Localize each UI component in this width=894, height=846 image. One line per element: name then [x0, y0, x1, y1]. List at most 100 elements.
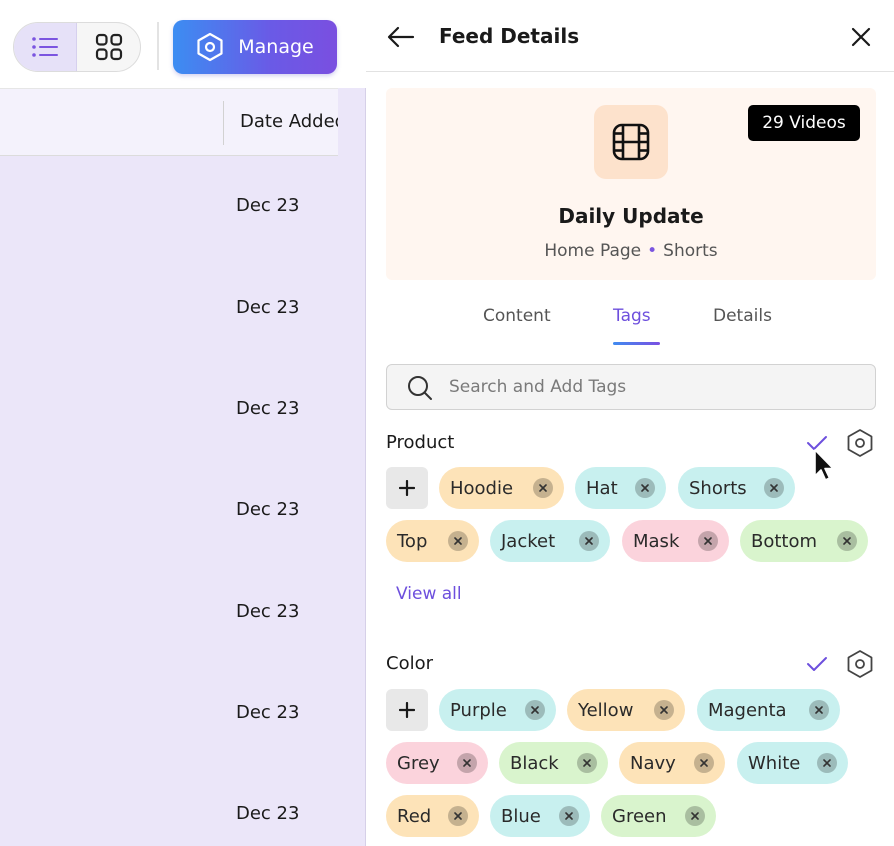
- table-row-date: Dec 23: [236, 195, 300, 216]
- tag-chip[interactable]: Hat: [575, 467, 666, 509]
- tag-label: Shorts: [689, 477, 747, 499]
- remove-tag-icon[interactable]: [457, 753, 477, 773]
- tag-chip[interactable]: Purple: [439, 689, 556, 731]
- tag-chip[interactable]: White: [737, 742, 848, 784]
- tag-label: Blue: [501, 805, 541, 827]
- film-icon: [612, 123, 650, 161]
- remove-tag-icon[interactable]: [533, 478, 553, 498]
- tag-chip[interactable]: Red: [386, 795, 479, 837]
- plus-icon: [399, 480, 415, 496]
- grid-icon: [95, 33, 122, 61]
- remove-tag-icon[interactable]: [764, 478, 784, 498]
- plus-icon: [399, 702, 415, 718]
- tag-label: Red: [397, 805, 432, 827]
- tag-search: [386, 364, 876, 410]
- tag-label: Magenta: [708, 699, 787, 721]
- remove-tag-icon[interactable]: [448, 806, 468, 826]
- check-icon[interactable]: [806, 655, 828, 673]
- back-button[interactable]: [386, 22, 416, 52]
- remove-tag-icon[interactable]: [448, 531, 468, 551]
- column-separator: [223, 101, 224, 145]
- toolbar-divider: [157, 22, 159, 70]
- tag-label: Navy: [630, 752, 676, 774]
- tag-chip[interactable]: Jacket: [490, 520, 610, 562]
- tag-chip[interactable]: Grey: [386, 742, 488, 784]
- remove-tag-icon[interactable]: [635, 478, 655, 498]
- tag-chip[interactable]: Shorts: [678, 467, 795, 509]
- tag-chip[interactable]: Mask: [622, 520, 729, 562]
- tab-content[interactable]: Content: [483, 306, 551, 326]
- remove-tag-icon[interactable]: [559, 806, 579, 826]
- tab-details[interactable]: Details: [713, 306, 772, 326]
- tag-label: Hat: [586, 477, 618, 499]
- table-row-date: Dec 23: [236, 297, 300, 318]
- tag-label: Black: [510, 752, 559, 774]
- tag-label: Mask: [633, 530, 680, 552]
- add-tag-button[interactable]: [386, 689, 428, 731]
- close-icon: [851, 27, 871, 47]
- tag-label: Top: [397, 530, 428, 552]
- meta-separator: •: [647, 241, 658, 261]
- remove-tag-icon[interactable]: [525, 700, 545, 720]
- table-row-date: Dec 23: [236, 398, 300, 419]
- feed-icon-container: [594, 105, 668, 179]
- tag-chip[interactable]: Green: [601, 795, 716, 837]
- remove-tag-icon[interactable]: [694, 753, 714, 773]
- video-count-badge: 29 Videos: [748, 105, 860, 141]
- remove-tag-icon[interactable]: [837, 531, 857, 551]
- table-header: Date Added: [0, 88, 338, 156]
- remove-tag-icon[interactable]: [817, 753, 837, 773]
- feed-name: Daily Update: [558, 204, 704, 228]
- drawer-title: Feed Details: [439, 24, 580, 48]
- search-input[interactable]: [449, 365, 859, 409]
- arrow-left-icon: [387, 26, 415, 48]
- remove-tag-icon[interactable]: [685, 806, 705, 826]
- mouse-cursor-icon: [814, 449, 834, 481]
- manage-button[interactable]: Manage: [173, 20, 337, 74]
- table-row-date: Dec 23: [236, 499, 300, 520]
- tag-label: Purple: [450, 699, 507, 721]
- check-icon[interactable]: [806, 434, 828, 452]
- tag-label: Grey: [397, 752, 440, 774]
- close-button[interactable]: [846, 22, 876, 52]
- tag-label: Yellow: [578, 699, 634, 721]
- feed-summary-card: 29 Videos Daily Update Home Page • Shorts: [386, 88, 876, 280]
- grid-view-button[interactable]: [77, 23, 140, 71]
- remove-tag-icon[interactable]: [698, 531, 718, 551]
- table-row-date: Dec 23: [236, 702, 300, 723]
- tag-chip[interactable]: Yellow: [567, 689, 685, 731]
- list-view-button[interactable]: [14, 23, 78, 71]
- remove-tag-icon[interactable]: [577, 753, 597, 773]
- tag-chip[interactable]: Black: [499, 742, 608, 784]
- view-all-link[interactable]: View all: [396, 584, 462, 604]
- settings-icon[interactable]: [846, 649, 874, 679]
- feed-details-drawer: Feed Details 29 Videos: [366, 0, 894, 846]
- tag-chip[interactable]: Hoodie: [439, 467, 564, 509]
- list-icon: [32, 37, 58, 57]
- remove-tag-icon[interactable]: [579, 531, 599, 551]
- tag-label: White: [748, 752, 801, 774]
- drawer-tabs: Content Tags Details: [366, 300, 894, 350]
- hexagon-gear-icon: [197, 32, 223, 62]
- tag-chip[interactable]: Top: [386, 520, 479, 562]
- feed-location: Home Page: [544, 241, 642, 261]
- tag-chip[interactable]: Bottom: [740, 520, 868, 562]
- remove-tag-icon[interactable]: [654, 700, 674, 720]
- tag-label: Jacket: [501, 530, 556, 552]
- feed-list-panel: Manage Date Added Dec 23 Dec 23 Dec 23 D…: [0, 0, 366, 846]
- tag-chip[interactable]: Magenta: [697, 689, 840, 731]
- date-added-column-header[interactable]: Date Added: [240, 111, 338, 132]
- search-icon: [408, 376, 432, 400]
- tag-chip[interactable]: Blue: [490, 795, 590, 837]
- section-title-color: Color: [386, 653, 433, 674]
- manage-button-label: Manage: [238, 36, 314, 58]
- table-row-date: Dec 23: [236, 601, 300, 622]
- settings-icon[interactable]: [846, 428, 874, 458]
- add-tag-button[interactable]: [386, 467, 428, 509]
- feed-meta: Home Page • Shorts: [386, 241, 876, 261]
- tag-label: Bottom: [751, 530, 818, 552]
- drawer-header: Feed Details: [366, 0, 894, 72]
- tab-tags[interactable]: Tags: [613, 306, 651, 326]
- tag-chip[interactable]: Navy: [619, 742, 725, 784]
- remove-tag-icon[interactable]: [809, 700, 829, 720]
